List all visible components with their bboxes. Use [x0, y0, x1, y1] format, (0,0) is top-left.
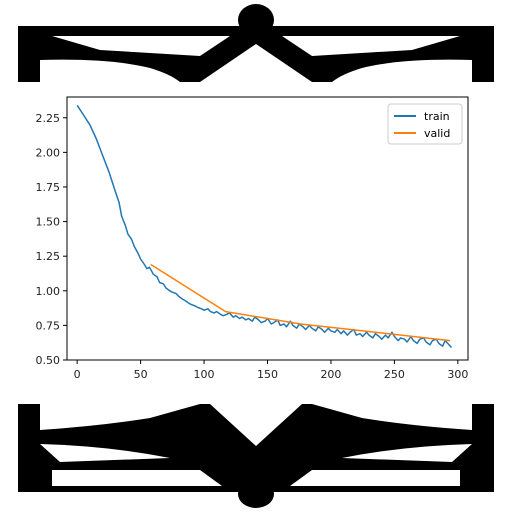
x-tick-label: 150 [257, 368, 278, 381]
x-axis-ticks: 0 50 100 150 200 250 300 [74, 360, 468, 381]
y-tick-label: 0.50 [36, 354, 61, 367]
x-tick-label: 250 [384, 368, 405, 381]
x-tick-label: 50 [134, 368, 148, 381]
x-tick-label: 200 [320, 368, 341, 381]
y-tick-label: 2.25 [36, 112, 61, 125]
legend-label-valid: valid [424, 127, 450, 140]
x-tick-label: 0 [74, 368, 81, 381]
top-ornament [0, 0, 512, 84]
legend: train valid [387, 103, 463, 145]
legend-label-train: train [424, 110, 450, 123]
y-tick-label: 0.75 [36, 319, 61, 332]
x-tick-label: 100 [194, 368, 215, 381]
y-tick-label: 1.00 [36, 285, 61, 298]
y-tick-label: 1.25 [36, 250, 61, 263]
series-layer [76, 104, 453, 349]
y-tick-label: 1.50 [36, 216, 61, 229]
series-line-valid [150, 263, 451, 342]
y-tick-label: 1.75 [36, 181, 61, 194]
bottom-ornament [0, 404, 512, 512]
x-tick-label: 300 [447, 368, 468, 381]
y-tick-label: 2.00 [36, 146, 61, 159]
y-axis-ticks: 0.50 0.75 1.00 1.25 1.50 1.75 2.00 2.25 [36, 112, 67, 367]
